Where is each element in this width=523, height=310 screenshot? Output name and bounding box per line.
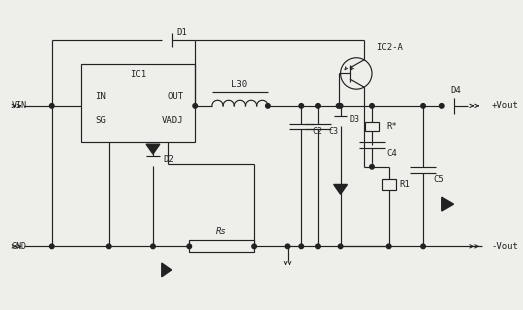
Text: +Vout: +Vout: [492, 101, 519, 110]
Text: -Vout: -Vout: [492, 242, 519, 251]
Circle shape: [370, 165, 374, 169]
Circle shape: [336, 104, 341, 108]
Circle shape: [316, 244, 320, 249]
Polygon shape: [334, 184, 347, 194]
Polygon shape: [442, 197, 453, 211]
Circle shape: [299, 244, 303, 249]
Text: SG: SG: [95, 116, 106, 125]
Text: D2: D2: [163, 155, 174, 164]
Text: C4: C4: [386, 148, 397, 157]
Text: OUT: OUT: [167, 91, 184, 100]
Circle shape: [299, 104, 303, 108]
Text: L30: L30: [231, 80, 247, 89]
Circle shape: [421, 244, 425, 249]
Text: R*: R*: [386, 122, 397, 131]
Circle shape: [338, 104, 343, 108]
Text: IC2-A: IC2-A: [376, 43, 403, 52]
Text: VIN: VIN: [12, 101, 27, 110]
Circle shape: [421, 104, 425, 108]
Text: GND: GND: [12, 242, 27, 251]
Circle shape: [386, 244, 391, 249]
Circle shape: [193, 104, 198, 108]
Polygon shape: [146, 144, 160, 154]
Bar: [189, 241, 254, 252]
Text: C2: C2: [312, 127, 322, 136]
Text: IN: IN: [95, 91, 106, 100]
Text: C5: C5: [434, 175, 444, 184]
Circle shape: [151, 244, 155, 249]
Circle shape: [50, 244, 54, 249]
Bar: [81, 64, 195, 142]
Circle shape: [285, 244, 290, 249]
Circle shape: [316, 104, 320, 108]
Circle shape: [439, 104, 444, 108]
Text: R1: R1: [399, 180, 410, 189]
Bar: [382, 179, 395, 190]
Text: C3: C3: [328, 127, 339, 136]
Circle shape: [266, 104, 270, 108]
Circle shape: [107, 244, 111, 249]
Text: IC1: IC1: [130, 70, 146, 79]
Bar: [365, 122, 379, 131]
Circle shape: [50, 104, 54, 108]
Circle shape: [252, 244, 256, 249]
Circle shape: [370, 104, 374, 108]
Text: Rs: Rs: [217, 227, 227, 236]
Circle shape: [187, 244, 191, 249]
Text: D3: D3: [349, 115, 359, 124]
Polygon shape: [162, 263, 172, 277]
Text: VADJ: VADJ: [162, 116, 184, 125]
Circle shape: [338, 244, 343, 249]
Text: D1: D1: [176, 28, 187, 37]
Text: D4: D4: [450, 86, 461, 95]
